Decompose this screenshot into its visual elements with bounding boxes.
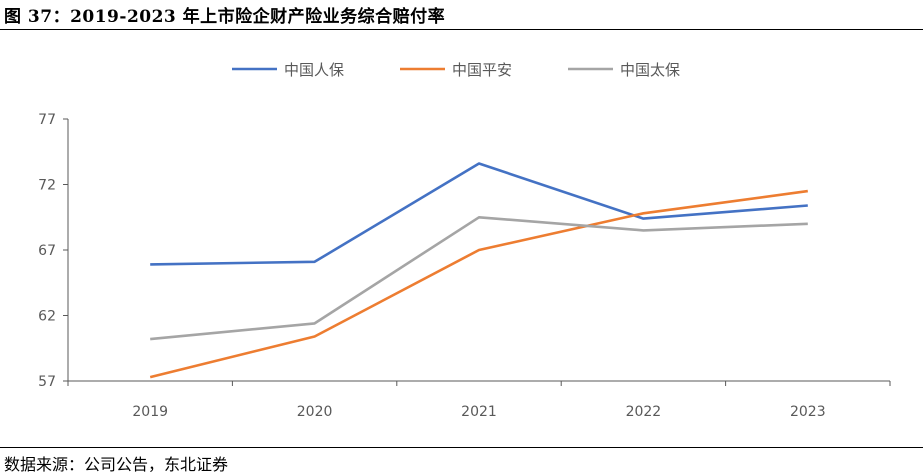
- chart-series: [150, 164, 808, 378]
- x-tick-label: 2021: [461, 404, 497, 420]
- x-tick-label: 2023: [790, 404, 826, 420]
- chart-title: 图 37：2019-2023 年上市险企财产险业务综合赔付率: [4, 2, 445, 27]
- y-tick-label: 72: [38, 178, 56, 194]
- data-source-note: 数据来源：公司公告，东北证券: [4, 451, 228, 475]
- y-tick-label: 77: [38, 112, 56, 128]
- y-tick-label: 62: [38, 309, 56, 325]
- legend-label-1: 中国人保: [284, 61, 344, 79]
- legend-label-3: 中国太保: [620, 61, 680, 79]
- chart-legend: 中国人保 中国平安 中国太保: [232, 61, 680, 79]
- x-tick-label: 2019: [132, 404, 168, 420]
- series-line-2: [150, 191, 808, 377]
- y-tick-label: 67: [38, 243, 56, 259]
- series-line-3: [150, 217, 808, 339]
- x-tick-label: 2022: [626, 404, 662, 420]
- x-tick-label: 2020: [297, 404, 333, 420]
- source-divider: [0, 447, 923, 448]
- legend-label-2: 中国平安: [452, 61, 512, 79]
- y-tick-label: 57: [38, 374, 56, 390]
